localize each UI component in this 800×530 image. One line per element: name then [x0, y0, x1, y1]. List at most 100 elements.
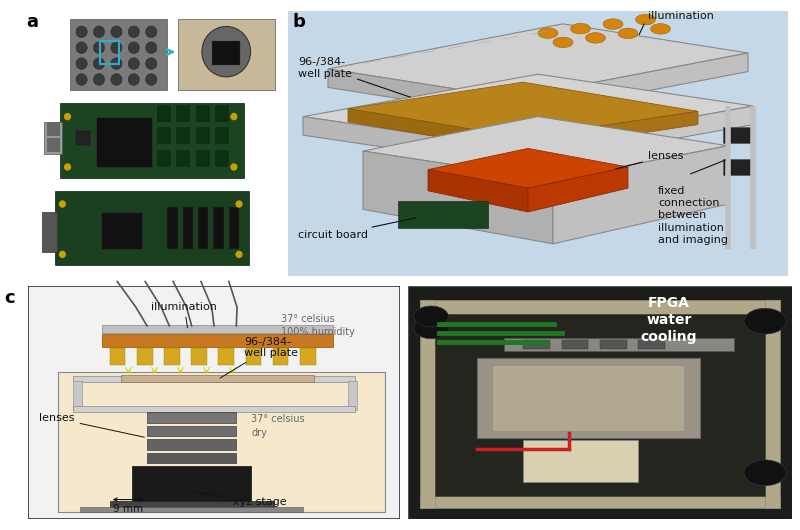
Bar: [300, 348, 315, 366]
Circle shape: [76, 74, 87, 85]
Bar: [70, 19, 167, 90]
Circle shape: [76, 42, 87, 54]
Bar: [600, 340, 627, 349]
Polygon shape: [303, 117, 518, 167]
Bar: [562, 340, 589, 349]
Circle shape: [414, 317, 448, 339]
Bar: [765, 300, 781, 508]
Bar: [182, 207, 193, 249]
Circle shape: [235, 251, 242, 258]
Circle shape: [94, 42, 105, 54]
Polygon shape: [513, 53, 748, 117]
Text: illumination: illumination: [639, 11, 714, 34]
Bar: [723, 159, 753, 175]
Text: c: c: [4, 289, 14, 307]
Bar: [195, 127, 210, 144]
Bar: [176, 150, 190, 167]
Polygon shape: [363, 151, 553, 244]
Bar: [42, 212, 58, 252]
Circle shape: [59, 251, 66, 258]
Polygon shape: [523, 111, 698, 151]
Circle shape: [230, 163, 238, 171]
Bar: [147, 453, 236, 463]
Circle shape: [202, 26, 250, 77]
Bar: [246, 348, 262, 366]
Text: 96-/384-
well plate: 96-/384- well plate: [298, 57, 410, 97]
Bar: [229, 207, 239, 249]
Bar: [47, 138, 60, 153]
Bar: [147, 412, 236, 423]
Circle shape: [146, 26, 157, 38]
Bar: [157, 150, 171, 167]
Bar: [435, 314, 765, 496]
Circle shape: [94, 74, 105, 85]
Bar: [80, 507, 303, 513]
Bar: [214, 105, 229, 122]
Circle shape: [744, 460, 786, 485]
Circle shape: [603, 19, 623, 29]
Bar: [110, 348, 126, 366]
Text: fixed
connection
between
illumination
and imaging: fixed connection between illumination an…: [658, 186, 728, 245]
Bar: [178, 19, 275, 90]
Polygon shape: [428, 170, 528, 212]
Polygon shape: [428, 148, 628, 188]
Circle shape: [64, 113, 71, 120]
Bar: [157, 105, 171, 122]
Circle shape: [146, 42, 157, 54]
Polygon shape: [303, 74, 753, 148]
Bar: [638, 340, 666, 349]
Circle shape: [146, 58, 157, 69]
Bar: [214, 127, 229, 144]
Bar: [419, 496, 781, 508]
Bar: [419, 300, 435, 508]
Bar: [96, 117, 152, 167]
Bar: [54, 191, 250, 265]
Bar: [147, 426, 236, 436]
Bar: [419, 300, 781, 314]
Circle shape: [128, 74, 139, 85]
Circle shape: [59, 200, 66, 208]
Bar: [398, 201, 488, 228]
Text: 96-/384-
well plate: 96-/384- well plate: [220, 337, 298, 378]
Bar: [195, 150, 210, 167]
Text: lenses: lenses: [616, 151, 683, 169]
Circle shape: [553, 37, 573, 48]
Bar: [99, 41, 118, 64]
Bar: [75, 130, 90, 146]
Text: illumination: illumination: [151, 302, 217, 328]
Bar: [121, 375, 314, 382]
Bar: [214, 207, 224, 249]
Text: lenses: lenses: [39, 413, 144, 437]
Bar: [102, 334, 333, 347]
Bar: [137, 348, 153, 366]
Circle shape: [128, 42, 139, 54]
Bar: [110, 501, 274, 510]
Text: FPGA
water
cooling: FPGA water cooling: [641, 296, 698, 344]
Bar: [102, 325, 333, 333]
Bar: [523, 340, 550, 349]
Circle shape: [110, 42, 122, 54]
Bar: [101, 212, 142, 249]
Polygon shape: [328, 69, 513, 117]
Circle shape: [570, 23, 590, 34]
Text: b: b: [293, 13, 306, 31]
Polygon shape: [348, 82, 698, 138]
Bar: [218, 348, 234, 366]
Bar: [191, 348, 207, 366]
Bar: [58, 373, 385, 513]
Circle shape: [618, 28, 638, 39]
Circle shape: [76, 26, 87, 38]
Bar: [45, 122, 62, 154]
Circle shape: [235, 200, 242, 208]
Polygon shape: [348, 109, 523, 151]
Bar: [198, 207, 208, 249]
Polygon shape: [328, 24, 748, 98]
Text: 37° celsius
100% humidity: 37° celsius 100% humidity: [281, 314, 355, 338]
Bar: [523, 440, 638, 482]
Polygon shape: [518, 106, 753, 167]
Bar: [212, 41, 240, 65]
Circle shape: [414, 306, 448, 327]
Bar: [147, 439, 236, 450]
Polygon shape: [363, 117, 728, 180]
Bar: [214, 150, 229, 167]
